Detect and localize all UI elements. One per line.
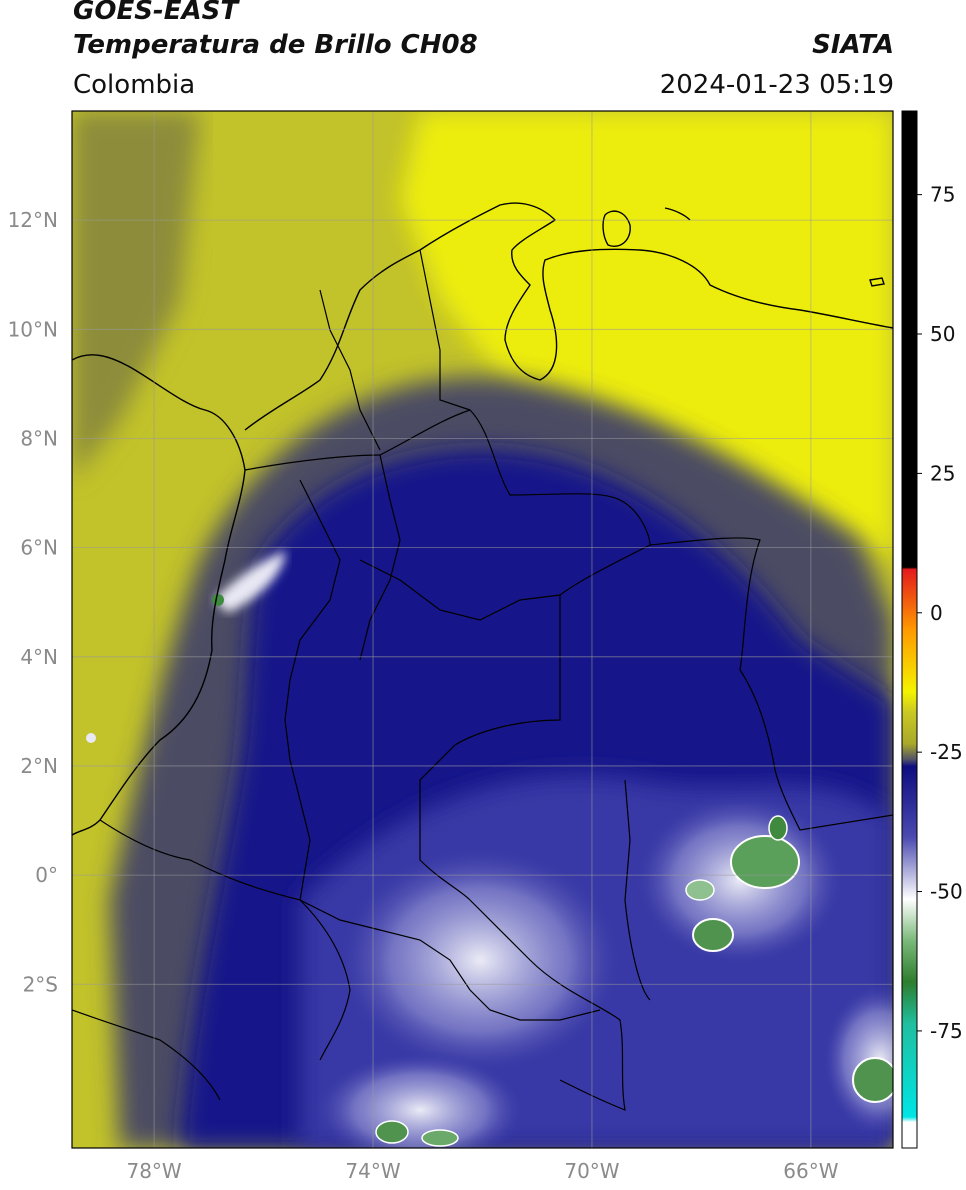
colorbar-tick-label: 50 [930,322,955,346]
longitude-tick-label: 70°W [564,1159,619,1183]
latitude-tick-label: 2°N [20,754,58,778]
satellite-image [72,111,893,1148]
latitude-tick-label: 10°N [8,317,58,341]
longitude-tick-label: 74°W [345,1159,400,1183]
latitude-tick-label: 0° [35,863,58,887]
latitude-tick-label: 4°N [20,645,58,669]
organization-label: SIATA [812,30,894,60]
colorbar-tick-label: -75 [930,1019,963,1043]
latitude-tick-label: 8°N [20,426,58,450]
colorbar-tick-label: 25 [930,461,955,485]
latitude-labels: 12°N 10°N 8°N 6°N 4°N 2°N 0° 2°S [8,208,58,996]
colorbar-tick-label: 75 [930,183,955,207]
latitude-tick-label: 12°N [8,208,58,232]
colorbar-tick-label: 0 [930,601,943,625]
region-label: Colombia [73,70,196,100]
colorbar-tick-label: -50 [930,880,963,904]
longitude-labels: 78°W 74°W 70°W 66°W [126,1159,838,1183]
country-borders [72,249,893,1111]
datetime-label: 2024-01-23 05:19 [659,70,894,100]
map-frame [71,110,894,1149]
latitude-tick-label: 2°S [23,972,58,996]
product-title: Temperatura de Brillo CH08 [73,30,478,60]
satellite-title: GOES-EAST [73,0,239,26]
colorbar-ticks: 75 50 25 0 -25 -50 -75 [917,183,963,1043]
colorbar [901,110,918,1149]
longitude-tick-label: 66°W [783,1159,838,1183]
longitude-tick-label: 78°W [126,1159,181,1183]
latitude-tick-label: 6°N [20,536,58,560]
colorbar-tick-label: -25 [930,740,963,764]
graticule [72,111,893,1148]
